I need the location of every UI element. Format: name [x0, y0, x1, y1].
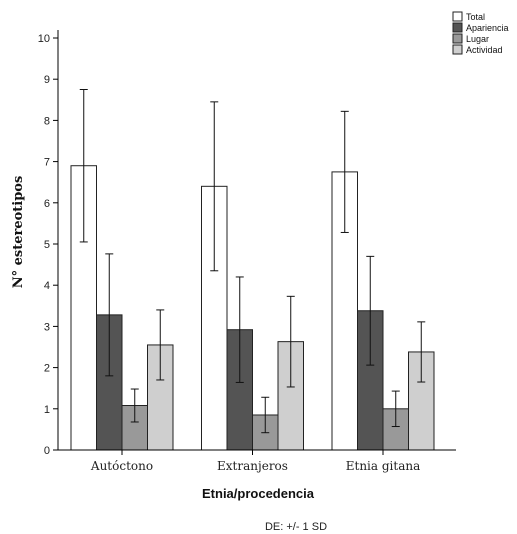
y-tick-label: 1	[44, 404, 50, 416]
legend-label: Lugar	[466, 34, 489, 44]
y-tick-label: 10	[38, 33, 50, 45]
y-axis-ticks: 0 1 2 3 4 5 6 7 8 9 10	[38, 33, 58, 457]
error-bar-total-0	[79, 89, 88, 243]
legend-swatch	[452, 22, 463, 33]
y-tick-label: 0	[44, 445, 50, 457]
legend-swatch	[452, 11, 463, 22]
y-tick-label: 4	[44, 280, 50, 292]
legend-label: Total	[466, 12, 485, 22]
x-tick-label: Extranjeros	[217, 459, 288, 473]
legend-item-apariencia: Apariencia	[452, 22, 509, 33]
bars	[70, 165, 435, 451]
x-axis-title: Etnia/procedencia	[202, 486, 315, 501]
error-bar-actividad-0	[156, 309, 165, 381]
y-tick-label: 7	[44, 157, 50, 169]
error-bar-lugar-2	[391, 390, 400, 428]
error-bars	[79, 89, 426, 434]
error-bar-lugar-1	[261, 396, 270, 434]
legend-item-total: Total	[452, 11, 485, 22]
y-tick-label: 8	[44, 115, 50, 127]
legend-label: Apariencia	[466, 23, 509, 33]
y-axis-title: N° estereotipos	[11, 176, 26, 289]
error-bar-actividad-2	[417, 321, 426, 383]
y-tick-label: 6	[44, 198, 50, 210]
legend-swatch	[452, 33, 463, 44]
x-tick-label: Autóctono	[90, 459, 153, 473]
error-bar-apariencia-2	[366, 255, 375, 366]
sd-note: DE: +/- 1 SD	[265, 521, 327, 533]
legend-swatch	[452, 44, 463, 55]
error-bar-lugar-0	[130, 388, 139, 423]
legend-item-lugar: Lugar	[452, 33, 489, 44]
error-bar-actividad-1	[286, 295, 295, 388]
y-tick-label: 3	[44, 321, 50, 333]
y-tick-label: 9	[44, 74, 50, 86]
x-tick-label: Etnia gitana	[346, 459, 421, 473]
legend-label: Actividad	[466, 45, 503, 55]
y-tick-label: 5	[44, 239, 50, 251]
error-bar-total-2	[340, 110, 349, 233]
x-axis-tick-labels: Autóctono Extranjeros Etnia gitana	[90, 450, 420, 473]
y-tick-label: 2	[44, 363, 50, 375]
legend-item-actividad: Actividad	[452, 44, 503, 55]
error-bar-total-1	[210, 101, 219, 272]
error-bar-apariencia-0	[105, 253, 114, 377]
error-bar-apariencia-1	[235, 276, 244, 383]
